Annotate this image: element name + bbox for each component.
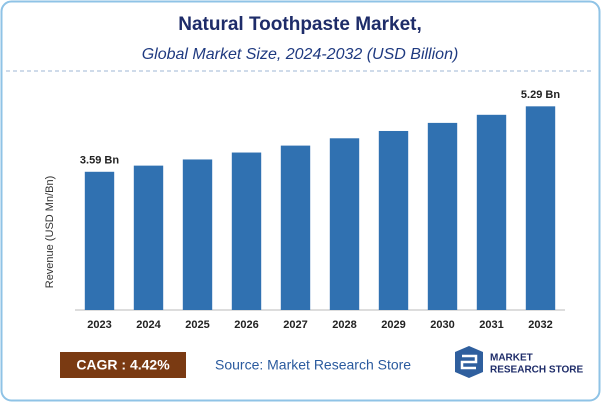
cagr-badge xyxy=(60,352,186,378)
cagr-text: CAGR : 4.42% xyxy=(76,357,170,373)
bar xyxy=(280,145,311,310)
bar xyxy=(378,130,409,310)
source: Source: Market Research Store xyxy=(215,357,411,373)
logo-mark xyxy=(460,354,478,370)
x-tick-label: 2028 xyxy=(332,319,356,331)
x-tick-label: 2029 xyxy=(381,319,405,331)
logo-text: MARKET xyxy=(490,353,533,364)
bar xyxy=(231,152,262,310)
x-tick-label: 2027 xyxy=(283,319,307,331)
x-tick-label: 2032 xyxy=(528,319,552,331)
logo: MARKET RESEARCH STORE xyxy=(455,346,583,378)
x-tick-label: 2031 xyxy=(479,319,503,331)
value-label: 5.29 Bn xyxy=(521,89,560,101)
chart-subtitle: Global Market Size, 2024-2032 (USD Billi… xyxy=(142,46,459,63)
bar xyxy=(476,114,507,311)
bar xyxy=(329,138,360,310)
x-tick-label: 2030 xyxy=(430,319,454,331)
value-label: 3.59 Bn xyxy=(80,155,119,167)
x-tick-label: 2026 xyxy=(234,319,258,331)
bar xyxy=(84,171,115,310)
bar xyxy=(133,165,164,310)
x-tick-label: 2024 xyxy=(136,319,161,331)
chart-title: Natural Toothpaste Market, xyxy=(178,14,422,35)
bar xyxy=(525,106,556,311)
logo-text: RESEARCH STORE xyxy=(490,365,583,376)
bar xyxy=(427,122,458,310)
x-tick-label: 2023 xyxy=(87,319,111,331)
bar xyxy=(182,159,213,310)
y-axis-label: Revenue (USD Mn/Bn) xyxy=(44,176,56,289)
x-tick-label: 2025 xyxy=(185,319,209,331)
